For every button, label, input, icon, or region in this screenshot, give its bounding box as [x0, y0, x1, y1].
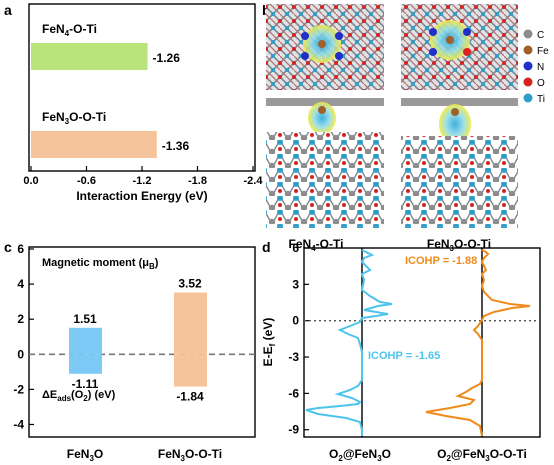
bar-a-0-category-label: FeN4-O-Ti [42, 22, 97, 38]
y-tick-label: -6 [288, 386, 299, 400]
legend-label-n: N [537, 62, 544, 73]
x-tick-label: -1.8 [188, 175, 207, 187]
x-label-o2-fen3o: O2@FeN3O [329, 447, 391, 463]
panel-d-y-ticks: -9 -6 -3 0 3 6 [288, 241, 309, 437]
legend-label-ti: Ti [537, 94, 545, 105]
panel-c: c Magnetic moment (μB) -4 -2 0 2 4 6 1.51 -1.… [4, 239, 256, 463]
bar-c-fen3o-o-ti-magnetic-label: 3.52 [178, 277, 202, 291]
y-tick-label: 6 [292, 241, 299, 255]
structure-right-slab [401, 136, 518, 228]
legend-swatch-ti [523, 93, 533, 103]
panel-a: a FeN4-O-Ti -1.26 FeN3O-O-Ti -1.36 0.0 -0… [4, 2, 263, 203]
legend-swatch-n [523, 61, 533, 71]
bar-c-fen3o-magnetic [69, 327, 102, 355]
y-tick-label: 6 [17, 242, 24, 256]
category-label-fen3o: FeN3O [67, 447, 103, 463]
y-tick-label: -2 [13, 382, 24, 396]
category-label-fen3o-o-ti: FeN3O-O-Ti [158, 447, 222, 463]
bar-a-1 [31, 131, 157, 158]
bar-a-0-value-label: -1.26 [153, 51, 181, 65]
x-tick-label: -2.4 [244, 175, 264, 187]
bar-c-fen3o-o-ti-magnetic [174, 292, 207, 355]
x-tick-label: -1.2 [133, 175, 152, 187]
panel-d-letter: d [262, 239, 271, 255]
bar-c-fen3o-adsorption-label: -1.11 [72, 377, 99, 391]
panel-a-x-ticks: 0.0 -0.6 -1.2 -1.8 -2.4 [23, 166, 263, 187]
bar-a-0 [31, 43, 148, 70]
charge-density-left-side [308, 102, 336, 134]
panel-d-y-axis-label: E-Ef (eV) [261, 318, 277, 367]
charge-density-right-side [439, 104, 471, 144]
bar-a-1-category-label: FeN3O-O-Ti [42, 110, 106, 126]
y-tick-label: -3 [288, 350, 299, 364]
structure-left-slab [266, 132, 384, 228]
x-label-o2-fen3o-o-ti: O2@FeN3O-O-Ti [437, 447, 527, 463]
y-tick-label: 0 [17, 347, 24, 361]
y-tick-label: 2 [17, 312, 24, 326]
x-tick-label: -0.6 [77, 175, 96, 187]
legend-swatch-o [523, 77, 533, 87]
panel-c-y-ticks: -4 -2 0 2 4 6 [13, 242, 34, 431]
panel-b: b FeN4-O-Ti FeN3O-O-Ti C Fe N [262, 2, 549, 253]
panel-d-axes-frame [303, 247, 541, 438]
bar-c-fen3o-adsorption [69, 354, 102, 374]
y-tick-label: 0 [292, 314, 299, 328]
legend-label-o: O [537, 78, 545, 89]
panel-a-x-axis-label: Interaction Energy (eV) [76, 189, 207, 203]
bar-c-fen3o-o-ti-adsorption-label: -1.84 [176, 390, 204, 404]
panel-d: d E-Ef (eV) -9 -6 -3 0 3 6 ICOHP = -1.65 ICOH… [261, 239, 541, 463]
y-tick-label: -4 [13, 417, 24, 431]
legend-label-c: C [537, 30, 544, 41]
y-tick-label: 4 [17, 277, 24, 291]
panel-c-annotation: ΔEads(O2) (eV) [42, 389, 116, 403]
panel-c-axes-frame [28, 246, 256, 438]
bar-a-1-value-label: -1.36 [162, 139, 190, 153]
bar-c-fen3o-magnetic-label: 1.51 [73, 312, 97, 326]
legend-swatch-fe [523, 45, 533, 55]
element-legend: C Fe N O Ti [523, 29, 549, 105]
y-tick-label: -9 [288, 423, 299, 437]
cohp-curve-fen3o [305, 249, 393, 436]
legend-label-fe: Fe [537, 46, 549, 57]
icohp-label-fen3o: ICOHP = -1.65 [368, 350, 440, 362]
panel-a-letter: a [4, 2, 12, 18]
legend-swatch-c [523, 29, 533, 39]
structure-left-graphene-side [266, 98, 384, 106]
y-tick-label: 3 [292, 277, 299, 291]
icohp-label-fen3o-o-ti: ICOHP = -1.88 [405, 255, 477, 267]
panel-c-letter: c [4, 239, 12, 255]
bar-c-fen3o-o-ti-adsorption [174, 354, 207, 387]
cohp-curve-fen3o-o-ti [425, 249, 531, 437]
structure-right-graphene-side [401, 98, 518, 106]
x-tick-label: 0.0 [23, 175, 38, 187]
panel-c-title: Magnetic moment (μB) [42, 257, 159, 271]
